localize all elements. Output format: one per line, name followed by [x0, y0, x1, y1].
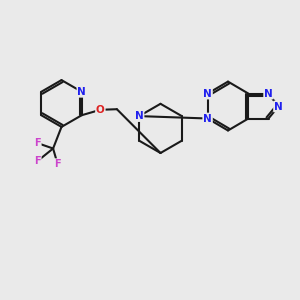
Text: N: N	[135, 111, 144, 121]
Text: N: N	[264, 88, 273, 99]
Text: F: F	[34, 156, 41, 166]
Text: N: N	[77, 87, 86, 97]
Text: N: N	[274, 101, 283, 112]
Text: F: F	[34, 138, 41, 148]
Text: N: N	[203, 113, 212, 124]
Text: N: N	[203, 88, 212, 99]
Text: F: F	[54, 159, 61, 169]
Text: O: O	[96, 105, 105, 115]
